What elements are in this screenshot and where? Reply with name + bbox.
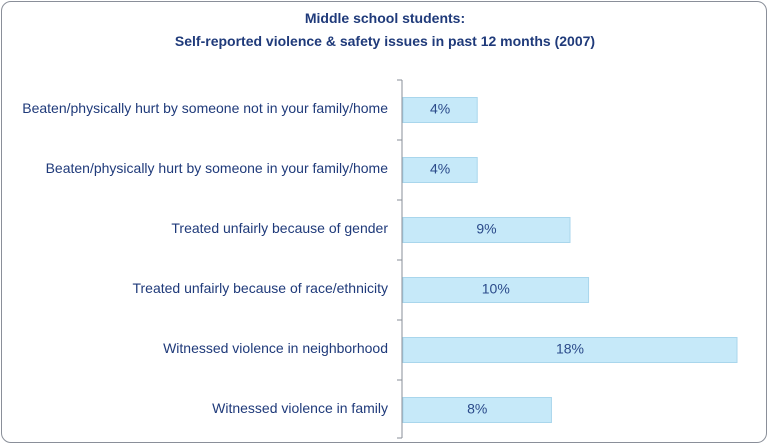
- category-label: Treated unfairly because of race/ethnici…: [132, 280, 388, 296]
- chart-title: Middle school students:: [304, 10, 466, 26]
- category-label: Witnessed violence in family: [212, 400, 388, 416]
- bar: [402, 337, 738, 363]
- value-label: 18%: [556, 341, 584, 357]
- value-label: 4%: [430, 101, 450, 117]
- value-label: 9%: [476, 221, 496, 237]
- category-label: Beaten/physically hurt by someone in you…: [45, 160, 388, 176]
- bar: [402, 277, 590, 303]
- bar: [402, 97, 478, 123]
- bar: [402, 157, 478, 183]
- value-label: 8%: [467, 401, 487, 417]
- category-label: Witnessed violence in neighborhood: [163, 340, 388, 356]
- bar: [402, 217, 571, 243]
- category-label: Beaten/physically hurt by someone not in…: [22, 100, 388, 116]
- bar: [402, 397, 552, 423]
- category-label: Treated unfairly because of gender: [171, 220, 388, 236]
- chart-subtitle: Self-reported violence & safety issues i…: [174, 33, 596, 49]
- value-label: 4%: [430, 161, 450, 177]
- value-label: 10%: [482, 281, 510, 297]
